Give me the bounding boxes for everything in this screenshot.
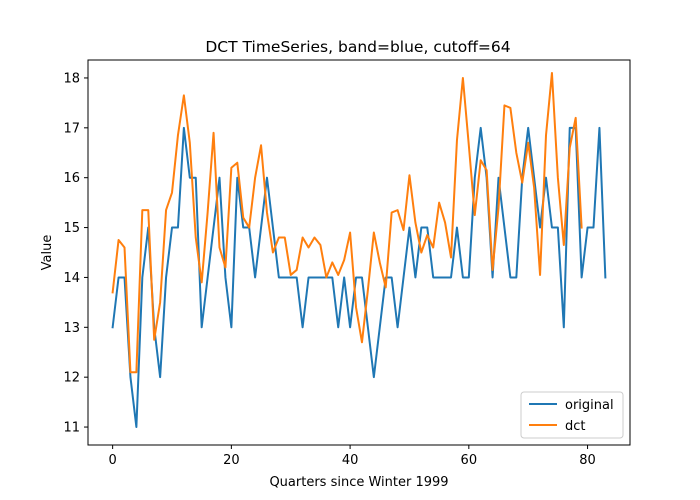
y-tick-label: 11 [63,421,80,436]
chart-title: DCT TimeSeries, band=blue, cutoff=64 [205,38,510,56]
x-tick-label: 0 [108,453,116,468]
x-axis-ticks: 0 20 40 60 80 [108,445,596,468]
x-axis-label: Quarters since Winter 1999 [269,475,448,490]
y-tick-label: 12 [63,371,80,386]
y-axis-label: Value [40,235,55,271]
y-tick-label: 16 [63,171,80,186]
x-tick-label: 40 [342,453,359,468]
legend: original dct [520,391,624,439]
x-tick-label: 60 [461,453,478,468]
y-tick-label: 17 [63,121,80,136]
y-tick-label: 18 [63,71,80,86]
y-tick-label: 14 [63,271,80,286]
series-layer [111,71,607,429]
axes-frame [87,59,631,446]
x-tick-label: 20 [223,453,240,468]
plot-area [87,59,631,446]
legend-label-dct: dct [565,419,586,434]
y-tick-label: 15 [63,221,80,236]
series-line-dct [111,71,583,374]
legend-label-original: original [565,398,614,413]
x-tick-label: 80 [579,453,596,468]
y-axis-ticks: 11 12 13 14 15 16 17 18 [63,71,88,436]
y-tick-label: 13 [63,321,80,336]
